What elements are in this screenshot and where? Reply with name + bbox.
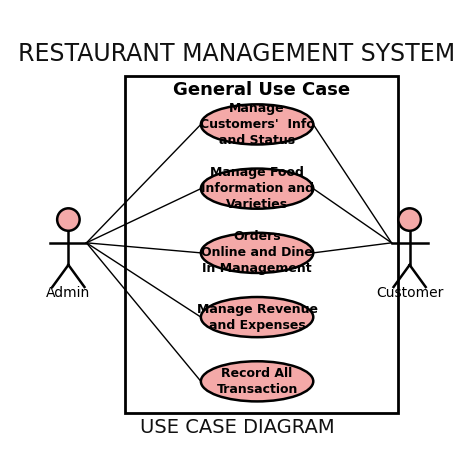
Text: Manage Revenue
and Expenses: Manage Revenue and Expenses: [197, 302, 318, 332]
Text: Orders
Online and Dine
In Management: Orders Online and Dine In Management: [201, 230, 313, 275]
Ellipse shape: [201, 104, 313, 145]
Ellipse shape: [201, 169, 313, 209]
Circle shape: [398, 208, 421, 231]
Text: Manage Food
Information and
Varieties: Manage Food Information and Varieties: [201, 166, 314, 211]
Text: Manage
Customers'  Info
and Status: Manage Customers' Info and Status: [200, 102, 315, 147]
Ellipse shape: [201, 297, 313, 337]
Text: Admin: Admin: [46, 286, 91, 300]
FancyBboxPatch shape: [125, 76, 398, 413]
Circle shape: [57, 208, 80, 231]
Text: General Use Case: General Use Case: [173, 81, 350, 99]
Ellipse shape: [201, 361, 313, 401]
Text: Customer: Customer: [376, 286, 443, 300]
Text: Record All
Transaction: Record All Transaction: [217, 367, 298, 396]
Text: USE CASE DIAGRAM: USE CASE DIAGRAM: [140, 418, 334, 437]
Text: RESTAURANT MANAGEMENT SYSTEM: RESTAURANT MANAGEMENT SYSTEM: [18, 42, 456, 66]
Ellipse shape: [201, 233, 313, 273]
